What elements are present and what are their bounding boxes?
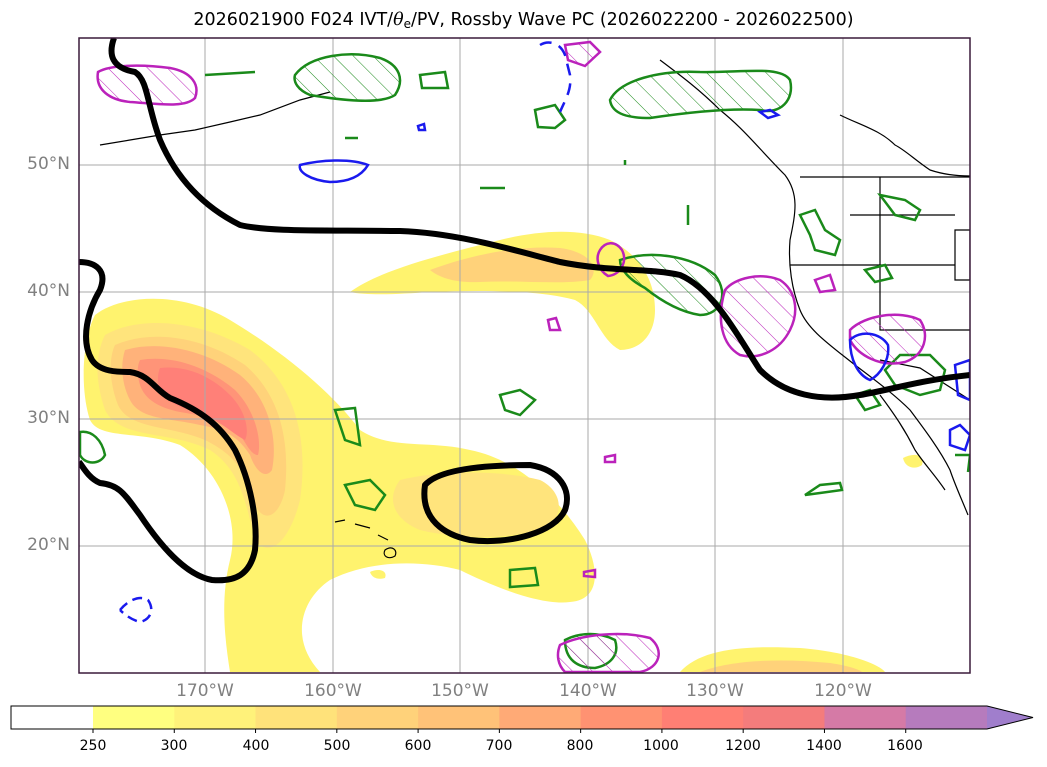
colorbar-label: 1600 bbox=[887, 738, 923, 754]
rossby-wave-subtropical-loop bbox=[421, 462, 570, 544]
hawaii-islands bbox=[334, 519, 397, 559]
pv-contour bbox=[719, 275, 797, 358]
pv-contour bbox=[556, 632, 660, 673]
baja-peninsula bbox=[879, 394, 946, 491]
negative-contour bbox=[416, 122, 427, 132]
theta-e-contour bbox=[418, 70, 450, 90]
chart-title: 2026021900 F024 IVT/θe/PV, Rossby Wave P… bbox=[193, 10, 854, 31]
pv-contour bbox=[813, 273, 837, 294]
lon-label-150w: 150°W bbox=[431, 681, 489, 701]
colorbar-swatch bbox=[93, 706, 175, 729]
colorbar-extend-arrow bbox=[987, 706, 1033, 729]
lon-label-170w: 170°W bbox=[176, 681, 234, 701]
lat-label-40n: 40°N bbox=[27, 281, 70, 301]
ivt-southern-core bbox=[700, 660, 862, 672]
pv-contour bbox=[582, 568, 597, 579]
colorbar-swatch bbox=[255, 706, 338, 729]
colorbar-label: 1400 bbox=[806, 738, 842, 754]
theta-e-contour bbox=[608, 69, 793, 120]
pv-contour bbox=[563, 40, 602, 68]
lon-label-120w: 120°W bbox=[814, 681, 872, 701]
theta-e-contour bbox=[804, 481, 844, 497]
theta-e-contour bbox=[293, 53, 402, 103]
theta-e-contour bbox=[79, 430, 107, 464]
negative-contour bbox=[757, 108, 782, 120]
colorbar-label: 400 bbox=[242, 738, 270, 754]
colorbar-swatch bbox=[743, 706, 825, 729]
colorbar-swatch bbox=[418, 706, 500, 729]
colorbar-under bbox=[11, 706, 93, 729]
negative-contour bbox=[298, 159, 370, 184]
ivt-shading bbox=[83, 231, 923, 672]
lon-label-130w: 130°W bbox=[686, 681, 744, 701]
gridlines bbox=[79, 38, 970, 673]
negative-contours bbox=[119, 41, 970, 624]
theta-e-contour bbox=[498, 388, 537, 417]
colorbar-label: 800 bbox=[566, 738, 594, 754]
colorbar-swatch bbox=[580, 706, 663, 729]
lon-label-140w: 140°W bbox=[559, 681, 617, 701]
rossby-wave-main-line bbox=[108, 38, 970, 401]
colorbar-swatch bbox=[661, 706, 744, 729]
rossby-wave-western-loop bbox=[79, 259, 259, 584]
alaska-coast bbox=[839, 114, 970, 177]
theta-e-contour bbox=[877, 193, 922, 222]
colorbar bbox=[10, 705, 1034, 733]
state-borders bbox=[790, 177, 970, 331]
lon-label-160w: 160°W bbox=[304, 681, 362, 701]
colorbar-label: 1000 bbox=[643, 738, 679, 754]
colorbar-label: 600 bbox=[404, 738, 432, 754]
theta-e-contour bbox=[508, 566, 540, 589]
ivt-coastal-patch bbox=[903, 454, 923, 468]
colorbar-swatch bbox=[905, 706, 988, 729]
pv-contour bbox=[848, 313, 927, 365]
colorbar-outline bbox=[10, 705, 1034, 730]
theta-e-contour bbox=[862, 263, 894, 284]
theta-e-contour bbox=[533, 103, 567, 130]
lat-label-50n: 50°N bbox=[27, 154, 70, 174]
theta-e-contour bbox=[798, 208, 842, 257]
negative-contour bbox=[953, 358, 970, 402]
colorbar-label: 700 bbox=[485, 738, 513, 754]
ivt-small-patch bbox=[370, 570, 386, 579]
pv-contour bbox=[603, 453, 617, 464]
north-america-coast bbox=[659, 59, 969, 516]
negative-contour bbox=[948, 423, 970, 452]
colorbar-swatch bbox=[499, 706, 582, 729]
aleutian-islands bbox=[99, 91, 331, 146]
theta-e-contour bbox=[204, 70, 970, 473]
negative-contour bbox=[539, 41, 572, 113]
lat-label-30n: 30°N bbox=[27, 408, 70, 428]
map-frame bbox=[78, 37, 971, 674]
theta-e-contour bbox=[883, 353, 947, 397]
colorbar-swatch bbox=[174, 706, 257, 729]
colorbar-label: 300 bbox=[160, 738, 188, 754]
colorbar-label: 1200 bbox=[725, 738, 761, 754]
rossby-wave-contours bbox=[79, 38, 970, 584]
theta-e-contours bbox=[79, 53, 970, 670]
lat-label-20n: 20°N bbox=[27, 535, 70, 555]
ivt-subtropical-core bbox=[392, 472, 559, 537]
negative-contour bbox=[848, 332, 890, 382]
theta-e-contour bbox=[343, 478, 387, 512]
colorbar-swatch bbox=[336, 706, 419, 729]
ivt-western-core-5 bbox=[157, 367, 247, 440]
theta-e-contour bbox=[333, 406, 362, 447]
colorbar-label: 250 bbox=[79, 738, 107, 754]
pv-contour bbox=[546, 316, 562, 332]
negative-contour bbox=[119, 596, 153, 624]
colorbar-swatch bbox=[824, 706, 907, 729]
colorbar-label: 500 bbox=[323, 738, 351, 754]
ivt-northern-core bbox=[430, 247, 594, 283]
